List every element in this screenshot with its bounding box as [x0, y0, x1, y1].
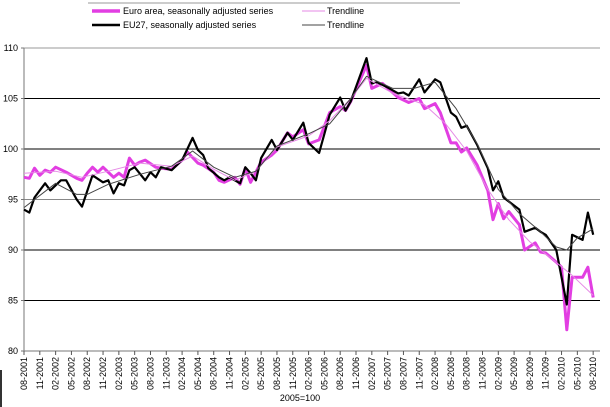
x-tick-label: 02-2007: [367, 357, 377, 390]
legend-label-euro-trend: Trendline: [327, 6, 364, 16]
series-line-eu27: [23, 56, 595, 306]
x-tick-label: 08-2005: [272, 357, 282, 390]
x-tick-label: 05-2003: [130, 357, 140, 390]
x-tick-label: 08-2002: [82, 357, 92, 390]
x-tick-label: 05-2006: [319, 357, 329, 390]
x-tick-label: 11-2002: [98, 357, 108, 389]
x-tick-label: 08-2001: [19, 357, 29, 390]
y-tick-label: 105: [3, 94, 18, 104]
x-tick-label: 05-2005: [256, 357, 266, 390]
x-axis-label: 2005=100: [280, 393, 320, 403]
x-tick-label: 05-2002: [66, 357, 76, 390]
x-tick-label: 05-2008: [446, 357, 456, 390]
series-line-eu27-trendline: [23, 75, 594, 251]
x-tick-label: 05-2009: [509, 357, 519, 390]
x-tick-label: 02-2006: [304, 357, 314, 390]
x-tick-label: 02-2008: [430, 357, 440, 390]
x-tick-label: 11-2003: [161, 357, 171, 389]
x-tick-label: 02-2003: [114, 357, 124, 390]
x-tick-label: 11-2007: [414, 357, 424, 389]
y-tick-label: 90: [8, 245, 18, 255]
x-tick-label: 05-2010: [572, 357, 582, 390]
y-tick-label: 85: [8, 296, 18, 306]
y-tick-label: 110: [4, 43, 18, 53]
x-tick-label: 02-2004: [177, 357, 187, 390]
x-tick-label: 02-2005: [240, 357, 250, 390]
x-tick-label: 08-2008: [462, 357, 472, 390]
x-tick-label: 11-2004: [225, 357, 235, 389]
x-tick-label: 11-2005: [288, 357, 298, 389]
x-tick-label: 08-2010: [588, 357, 598, 390]
x-tick-label: 11-2001: [35, 357, 45, 389]
x-tick-label: 08-2007: [398, 357, 408, 390]
x-tick-label: 08-2009: [525, 357, 535, 390]
series-line-euro-area-trendline: [23, 77, 594, 296]
x-tick-label: 11-2008: [477, 357, 487, 389]
x-tick-label: 08-2004: [209, 357, 219, 390]
legend: Euro area, seasonally adjusted series Tr…: [88, 2, 460, 30]
x-tick-label: 05-2004: [193, 357, 203, 390]
legend-label-eu27-trend: Trendline: [327, 20, 364, 30]
x-tick-label: 02-2009: [493, 357, 503, 390]
y-tick-label: 100: [3, 144, 18, 154]
x-tick-label: 11-2006: [351, 357, 361, 389]
y-tick-label: 80: [8, 346, 18, 356]
legend-label-euro-area: Euro area, seasonally adjusted series: [123, 6, 274, 16]
x-tick-label: 11-2009: [541, 357, 551, 389]
x-tick-label: 08-2006: [335, 357, 345, 390]
legend-label-eu27: EU27, seasonally adjusted series: [123, 20, 257, 30]
x-tick-label: 08-2003: [145, 357, 155, 390]
x-tick-label: 02-2002: [51, 357, 61, 390]
y-tick-label: 95: [8, 195, 18, 205]
x-tick-label: 02-2010: [557, 357, 567, 390]
x-tick-label: 05-2007: [383, 357, 393, 390]
